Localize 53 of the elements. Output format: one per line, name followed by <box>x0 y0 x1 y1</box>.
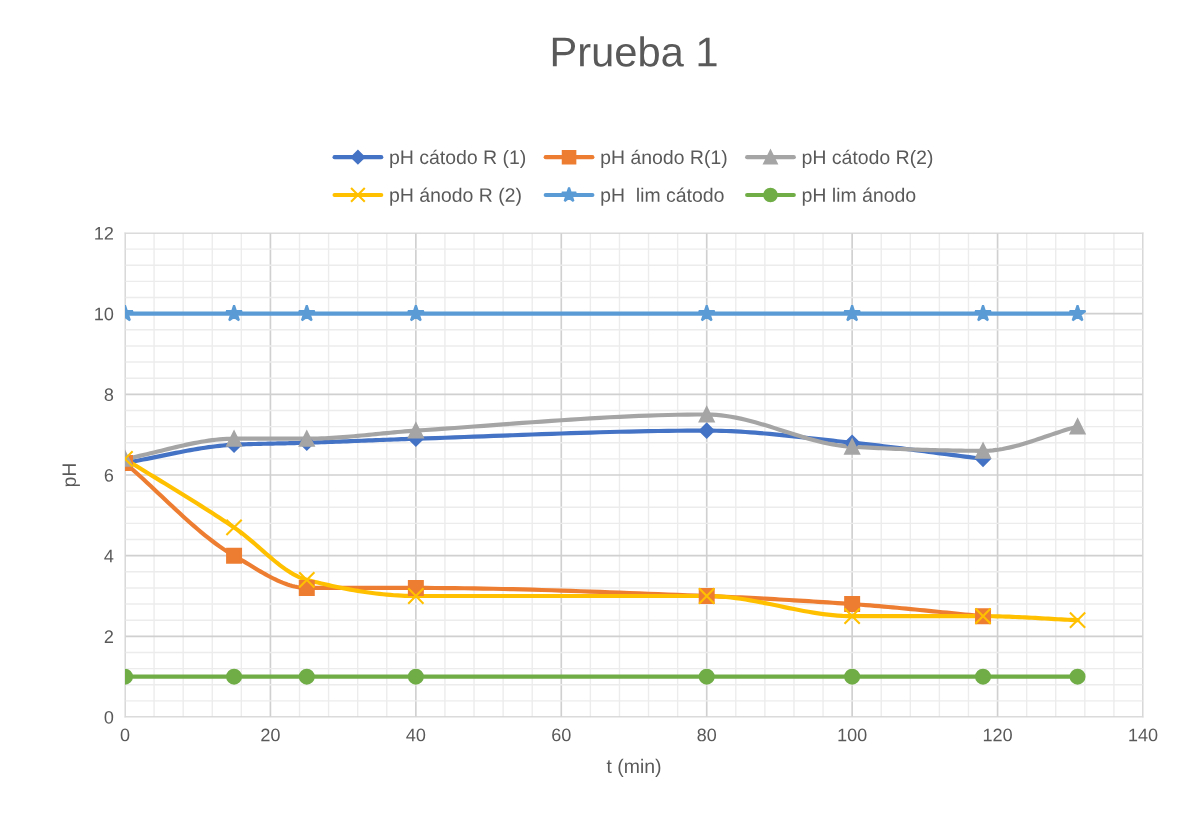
y-tick-label: 10 <box>95 307 114 321</box>
point <box>844 668 861 685</box>
point <box>226 547 243 564</box>
point <box>298 571 316 589</box>
point <box>225 304 244 322</box>
point <box>844 596 861 613</box>
legend-label: pH ánodo R(1) <box>601 149 727 169</box>
point <box>406 304 425 322</box>
x-axis-title: t (min) <box>606 758 661 777</box>
y-axis-title: pH <box>62 464 80 487</box>
point <box>226 668 243 685</box>
y-tick-label: 0 <box>104 710 114 724</box>
point <box>975 442 992 459</box>
point <box>1069 418 1086 435</box>
point <box>844 438 861 455</box>
legend-label: pH cátodo R (1) <box>390 149 526 169</box>
legend-label: pH lim cátodo <box>601 187 724 206</box>
x-tick-label: 40 <box>406 728 426 742</box>
point <box>843 304 862 322</box>
point <box>1068 304 1087 322</box>
point <box>974 304 992 322</box>
x-tick-label: 60 <box>552 728 571 742</box>
x-tick-label: 80 <box>697 728 717 742</box>
point <box>843 607 861 625</box>
x-tick-label: 140 <box>1129 728 1158 742</box>
point <box>225 518 243 537</box>
legend-label: pH lim ánodo <box>802 187 916 206</box>
point <box>297 304 316 322</box>
chart-title: Prueba 1 <box>552 36 717 67</box>
legend-label: pH cátodo R(2) <box>802 149 933 169</box>
y-tick-label: 6 <box>104 468 114 482</box>
point <box>698 668 715 685</box>
x-tick-label: 120 <box>983 728 1012 742</box>
point <box>226 430 243 447</box>
legend-label: pH ánodo R (2) <box>390 187 521 206</box>
point <box>298 668 315 685</box>
point <box>698 422 715 439</box>
point <box>1069 668 1086 685</box>
point <box>298 430 315 447</box>
point <box>407 422 424 439</box>
point <box>407 668 424 685</box>
point <box>1068 611 1087 629</box>
point <box>698 406 715 423</box>
point <box>697 304 716 322</box>
y-tick-label: 4 <box>104 549 114 563</box>
y-tick-label: 8 <box>104 388 114 402</box>
y-tick-label: 12 <box>95 226 113 240</box>
x-tick-label: 20 <box>261 728 280 742</box>
x-tick-label: 100 <box>838 728 867 742</box>
point <box>975 668 992 685</box>
x-tick-label: 0 <box>120 728 130 742</box>
point <box>407 587 425 605</box>
y-tick-label: 2 <box>104 630 113 643</box>
